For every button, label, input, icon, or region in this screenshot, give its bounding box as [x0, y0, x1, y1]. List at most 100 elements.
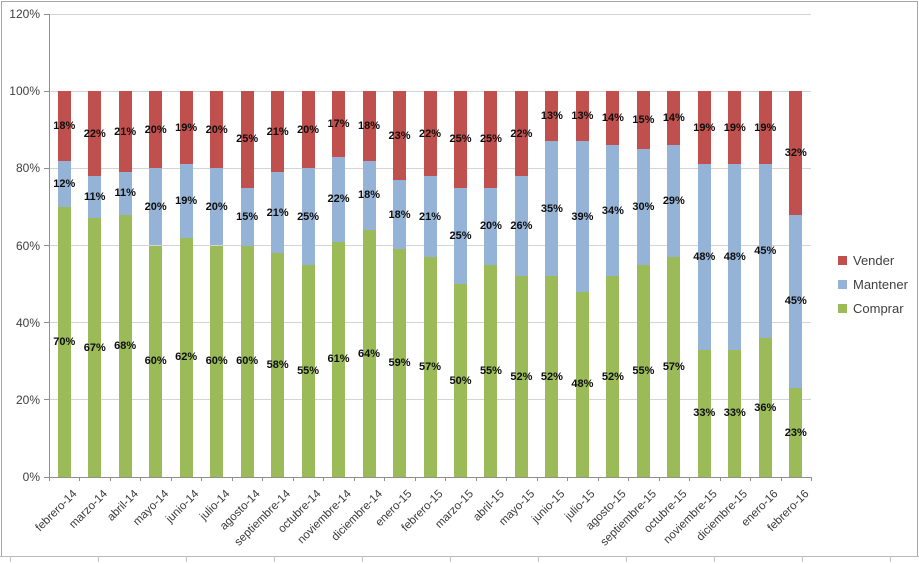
x-tick	[719, 477, 721, 481]
worksheet-column-line	[362, 556, 363, 562]
bar-segment-mantener	[210, 168, 224, 246]
bar-segment-comprar	[149, 245, 163, 477]
x-tick	[567, 477, 569, 481]
bar-segment-mantener	[88, 176, 102, 219]
data-label-mantener: 21%	[266, 206, 289, 219]
bar-segment-vender	[240, 91, 254, 188]
bar-segment-vender	[484, 91, 498, 188]
data-label-vender: 25%	[449, 133, 472, 146]
bar-segment-mantener	[332, 156, 346, 242]
x-tick	[109, 477, 111, 481]
gridline-120	[49, 13, 811, 15]
bar-segment-vender	[88, 91, 102, 177]
bar-segment-mantener	[545, 141, 559, 277]
bar-segment-mantener	[636, 149, 650, 265]
data-label-mantener: 20%	[205, 200, 228, 213]
x-tick	[475, 477, 477, 481]
legend: Vender Mantener Comprar	[838, 253, 908, 325]
y-tick-80	[44, 167, 49, 169]
data-label-vender: 22%	[510, 127, 533, 140]
data-label-comprar: 64%	[358, 347, 381, 360]
bar-segment-comprar	[667, 257, 681, 477]
worksheet-column-line	[98, 556, 99, 562]
data-label-comprar: 59%	[388, 357, 411, 370]
legend-item-comprar: Comprar	[838, 301, 908, 316]
bar-segment-comprar	[789, 388, 803, 477]
worksheet-column-line	[626, 556, 627, 562]
worksheet-column-line	[538, 556, 539, 562]
legend-item-mantener: Mantener	[838, 277, 908, 292]
data-label-vender: 19%	[723, 121, 746, 134]
x-tick	[506, 477, 508, 481]
data-label-comprar: 60%	[236, 355, 259, 368]
data-label-vender: 21%	[266, 125, 289, 138]
data-label-comprar: 36%	[754, 401, 777, 414]
x-tick	[49, 477, 50, 481]
data-label-mantener: 21%	[418, 210, 442, 223]
bar-segment-mantener	[758, 164, 772, 339]
data-label-mantener: 22%	[327, 193, 350, 206]
x-tick	[292, 477, 294, 481]
bar-segment-mantener	[484, 187, 498, 265]
bar-segment-vender	[179, 91, 193, 165]
bar-segment-mantener	[149, 168, 163, 246]
data-label-mantener: 26%	[510, 220, 533, 233]
y-axis-tick-label: 100%	[9, 84, 40, 99]
bar-segment-mantener	[728, 164, 742, 350]
bar-segment-comprar	[545, 276, 559, 477]
bar-segment-vender	[57, 91, 71, 161]
bar-segment-vender	[362, 91, 376, 161]
bar-segment-mantener	[575, 141, 589, 292]
x-tick	[750, 477, 752, 481]
data-label-mantener: 45%	[754, 245, 777, 258]
bar-segment-comprar	[118, 214, 132, 477]
bar-segment-mantener	[453, 187, 467, 285]
data-label-vender: 13%	[540, 110, 563, 123]
data-label-vender: 20%	[144, 123, 167, 136]
worksheet-column-line	[186, 556, 187, 562]
bar-segment-comprar	[57, 206, 71, 477]
data-label-comprar: 60%	[144, 355, 167, 368]
x-tick	[597, 477, 599, 481]
legend-item-vender: Vender	[838, 253, 908, 268]
data-label-comprar: 62%	[175, 351, 198, 364]
bar-segment-mantener	[606, 145, 620, 277]
data-label-vender: 25%	[236, 133, 259, 146]
x-axis-line	[44, 477, 811, 478]
data-label-vender: 19%	[754, 121, 777, 134]
x-tick	[323, 477, 325, 481]
legend-swatch-mantener	[838, 280, 847, 289]
y-axis-tick-label: 120%	[9, 7, 40, 21]
data-label-vender: 22%	[83, 127, 106, 140]
bar-segment-vender	[149, 91, 163, 169]
data-label-comprar: 50%	[449, 374, 472, 387]
x-tick	[384, 477, 386, 481]
data-label-vender: 17%	[327, 117, 350, 130]
bar-segment-mantener	[118, 172, 132, 215]
bar-segment-comprar	[514, 276, 528, 477]
data-label-comprar: 70%	[53, 335, 76, 348]
data-label-vender: 25%	[479, 133, 502, 146]
data-label-mantener: 25%	[297, 210, 320, 223]
y-axis-line	[49, 14, 50, 477]
bar-segment-vender	[575, 91, 589, 142]
y-axis-tick-label: 0%	[22, 470, 40, 484]
data-label-comprar: 48%	[571, 378, 594, 391]
bar-segment-comprar	[728, 349, 742, 477]
x-tick	[201, 477, 203, 481]
legend-swatch-vender	[838, 256, 847, 265]
data-label-mantener: 12%	[53, 177, 76, 190]
data-label-mantener: 29%	[662, 195, 685, 208]
legend-label: Vender	[853, 253, 895, 268]
data-label-comprar: 33%	[693, 407, 716, 420]
data-label-comprar: 55%	[479, 364, 502, 377]
bar-segment-mantener	[667, 145, 681, 258]
bar-segment-mantener	[57, 160, 71, 207]
worksheet-column-line	[274, 556, 275, 562]
bar-segment-vender	[118, 91, 132, 173]
bar-segment-comprar	[332, 241, 346, 477]
data-label-vender: 32%	[784, 146, 807, 159]
data-label-vender: 15%	[632, 114, 655, 127]
x-tick	[262, 477, 264, 481]
